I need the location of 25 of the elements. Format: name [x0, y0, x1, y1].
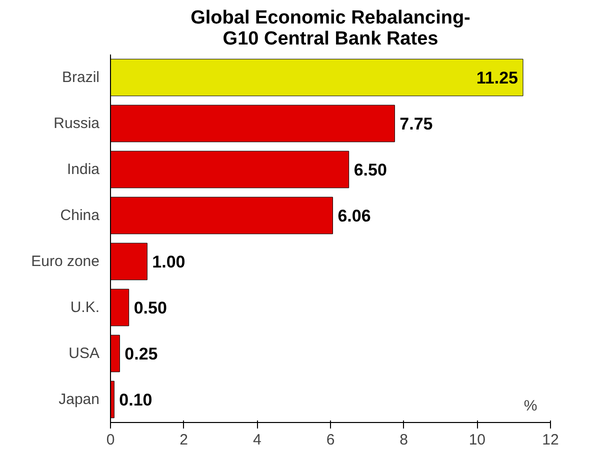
data-label: 0.50	[134, 298, 167, 318]
data-label: 0.10	[119, 390, 152, 410]
data-label: 1.00	[152, 252, 186, 272]
data-label: 6.50	[354, 160, 387, 180]
data-label: 7.75	[400, 114, 433, 134]
y-tick-label: Euro zone	[31, 253, 100, 270]
x-axis-title: %	[524, 398, 538, 414]
x-tick-label: 12	[542, 432, 559, 448]
data-label: 11.25	[476, 68, 518, 88]
y-tick-label: USA	[68, 345, 100, 362]
data-label: 6.06	[338, 206, 371, 226]
x-tick-label: 6	[326, 432, 335, 448]
y-tick-label: U.K.	[70, 299, 100, 316]
y-tick-label: Brazil	[62, 69, 100, 86]
y-tick-label: Russia	[54, 115, 100, 132]
x-tick-label: 0	[106, 432, 115, 448]
y-tick-label: Japan	[58, 391, 100, 408]
chart-title: Global Economic Rebalancing- G10 Central Bank Rates	[190, 8, 470, 50]
y-tick-label: China	[60, 207, 100, 224]
x-tick-label: 4	[252, 432, 262, 448]
y-tick-label: India	[66, 161, 100, 178]
data-label: 0.25	[124, 344, 158, 364]
x-tick-label: 8	[400, 432, 408, 448]
x-tick-label: 2	[180, 432, 188, 448]
x-tick-label: 10	[468, 432, 486, 448]
